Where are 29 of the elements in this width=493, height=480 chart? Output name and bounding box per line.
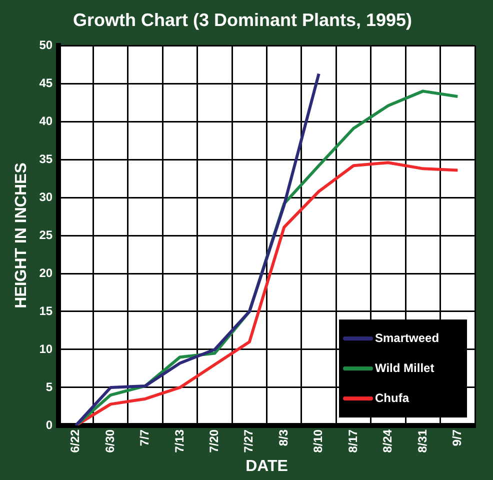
y-tick-label: 35 [39, 152, 53, 166]
y-tick-label: 40 [39, 114, 53, 128]
y-tick-label: 30 [39, 190, 53, 204]
y-tick-label: 5 [46, 380, 53, 394]
y-tick-label: 20 [39, 266, 53, 280]
legend-label: Smartweed [375, 330, 440, 345]
legend-label: Wild Millet [375, 360, 434, 375]
x-tick-label: 7/13 [172, 429, 186, 453]
x-tick-label: 9/7 [450, 429, 464, 446]
x-tick-label: 7/20 [207, 429, 222, 453]
x-tick-label: 6/22 [68, 429, 82, 453]
x-tick-label: 8/17 [346, 429, 360, 453]
y-tick-label: 25 [39, 228, 53, 242]
x-tick-label: 8/24 [380, 429, 395, 453]
y-tick-label: 50 [39, 38, 53, 52]
y-tick-label: 45 [39, 76, 53, 90]
x-tick-label: 6/30 [102, 429, 117, 453]
chart-title: Growth Chart (3 Dominant Plants, 1995) [72, 10, 412, 30]
y-axis-title: HEIGHT IN INCHES [13, 162, 30, 308]
x-tick-label: 8/31 [415, 429, 430, 453]
legend-label: Chufa [375, 390, 410, 405]
x-tick-label: 8/10 [311, 429, 326, 453]
y-tick-label: 15 [39, 304, 53, 318]
x-tick-label: 7/7 [138, 429, 152, 446]
x-axis-title: DATE [246, 458, 288, 475]
x-tick-label: 7/27 [242, 429, 256, 453]
y-tick-label: 10 [39, 342, 53, 356]
y-tick-label: 0 [46, 418, 53, 432]
x-tick-label: 8/3 [276, 429, 290, 446]
